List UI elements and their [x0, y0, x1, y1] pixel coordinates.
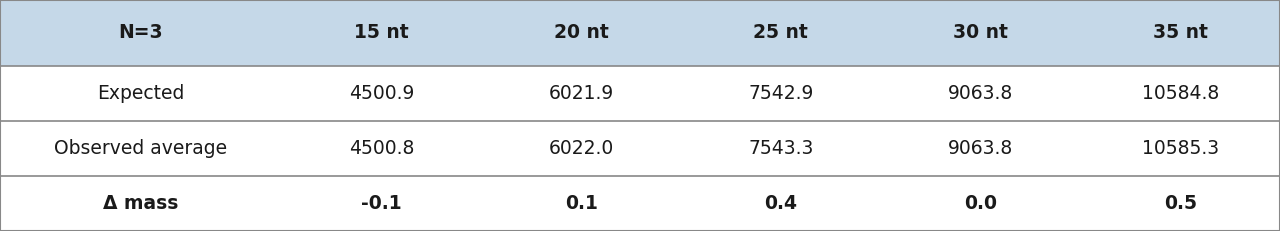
- Text: 10585.3: 10585.3: [1142, 139, 1219, 158]
- Text: 6022.0: 6022.0: [549, 139, 613, 158]
- Text: 0.4: 0.4: [764, 194, 797, 213]
- Text: 35 nt: 35 nt: [1153, 23, 1207, 43]
- Text: 20 nt: 20 nt: [554, 23, 608, 43]
- Text: 9063.8: 9063.8: [948, 84, 1012, 103]
- Text: 4500.9: 4500.9: [348, 84, 415, 103]
- Text: 4500.8: 4500.8: [348, 139, 415, 158]
- Bar: [0, 0, 1280, 66]
- Text: 7543.3: 7543.3: [748, 139, 814, 158]
- Text: 0.1: 0.1: [564, 194, 598, 213]
- Text: 30 nt: 30 nt: [954, 23, 1007, 43]
- Text: 6021.9: 6021.9: [549, 84, 613, 103]
- Text: 7542.9: 7542.9: [748, 84, 814, 103]
- Text: Observed average: Observed average: [54, 139, 228, 158]
- Text: 25 nt: 25 nt: [754, 23, 808, 43]
- Text: 0.0: 0.0: [964, 194, 997, 213]
- Text: Δ mass: Δ mass: [104, 194, 178, 213]
- Text: -0.1: -0.1: [361, 194, 402, 213]
- Text: 0.5: 0.5: [1164, 194, 1197, 213]
- Text: 15 nt: 15 nt: [355, 23, 408, 43]
- Text: 10584.8: 10584.8: [1142, 84, 1219, 103]
- Text: Expected: Expected: [97, 84, 184, 103]
- Text: N=3: N=3: [119, 23, 163, 43]
- Text: 9063.8: 9063.8: [948, 139, 1012, 158]
